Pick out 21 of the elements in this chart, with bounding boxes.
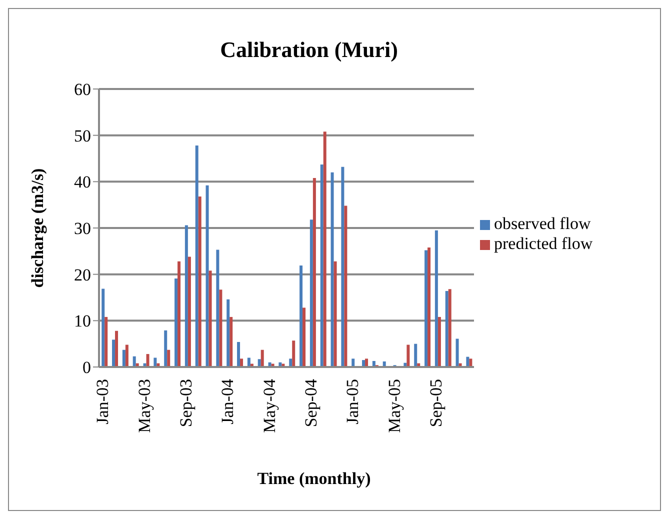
chart-title: Calibration (Muri) xyxy=(219,37,399,63)
y-tick-label: 20 xyxy=(74,265,91,284)
x-tick-label: May-03 xyxy=(134,379,154,433)
x-tick-label: May-04 xyxy=(260,378,279,433)
legend-label: predicted flow xyxy=(494,234,593,253)
y-tick-label: 50 xyxy=(74,126,91,146)
legend-label: observed flow xyxy=(494,214,591,233)
x-axis-title: Time (monthly) xyxy=(256,469,372,489)
x-tick-label: Sep-03 xyxy=(176,379,196,428)
y-tick-label: 10 xyxy=(74,312,91,331)
y-axis-title: discharge (m3/s) xyxy=(28,168,48,288)
y-tick-label: 60 xyxy=(74,80,91,100)
y-tick-label: 30 xyxy=(74,219,91,238)
y-tick-label: 40 xyxy=(74,172,91,192)
x-tick-label: Jan-05 xyxy=(343,379,362,424)
y-tick-label: 0 xyxy=(82,358,91,378)
x-tick-label: Jan-03 xyxy=(93,379,112,424)
x-tick-label: Sep-04 xyxy=(302,378,321,428)
x-tick-label: May-05 xyxy=(384,379,404,433)
x-tick-label: Jan-04 xyxy=(218,378,238,424)
x-tick-label: Sep-05 xyxy=(426,379,446,428)
